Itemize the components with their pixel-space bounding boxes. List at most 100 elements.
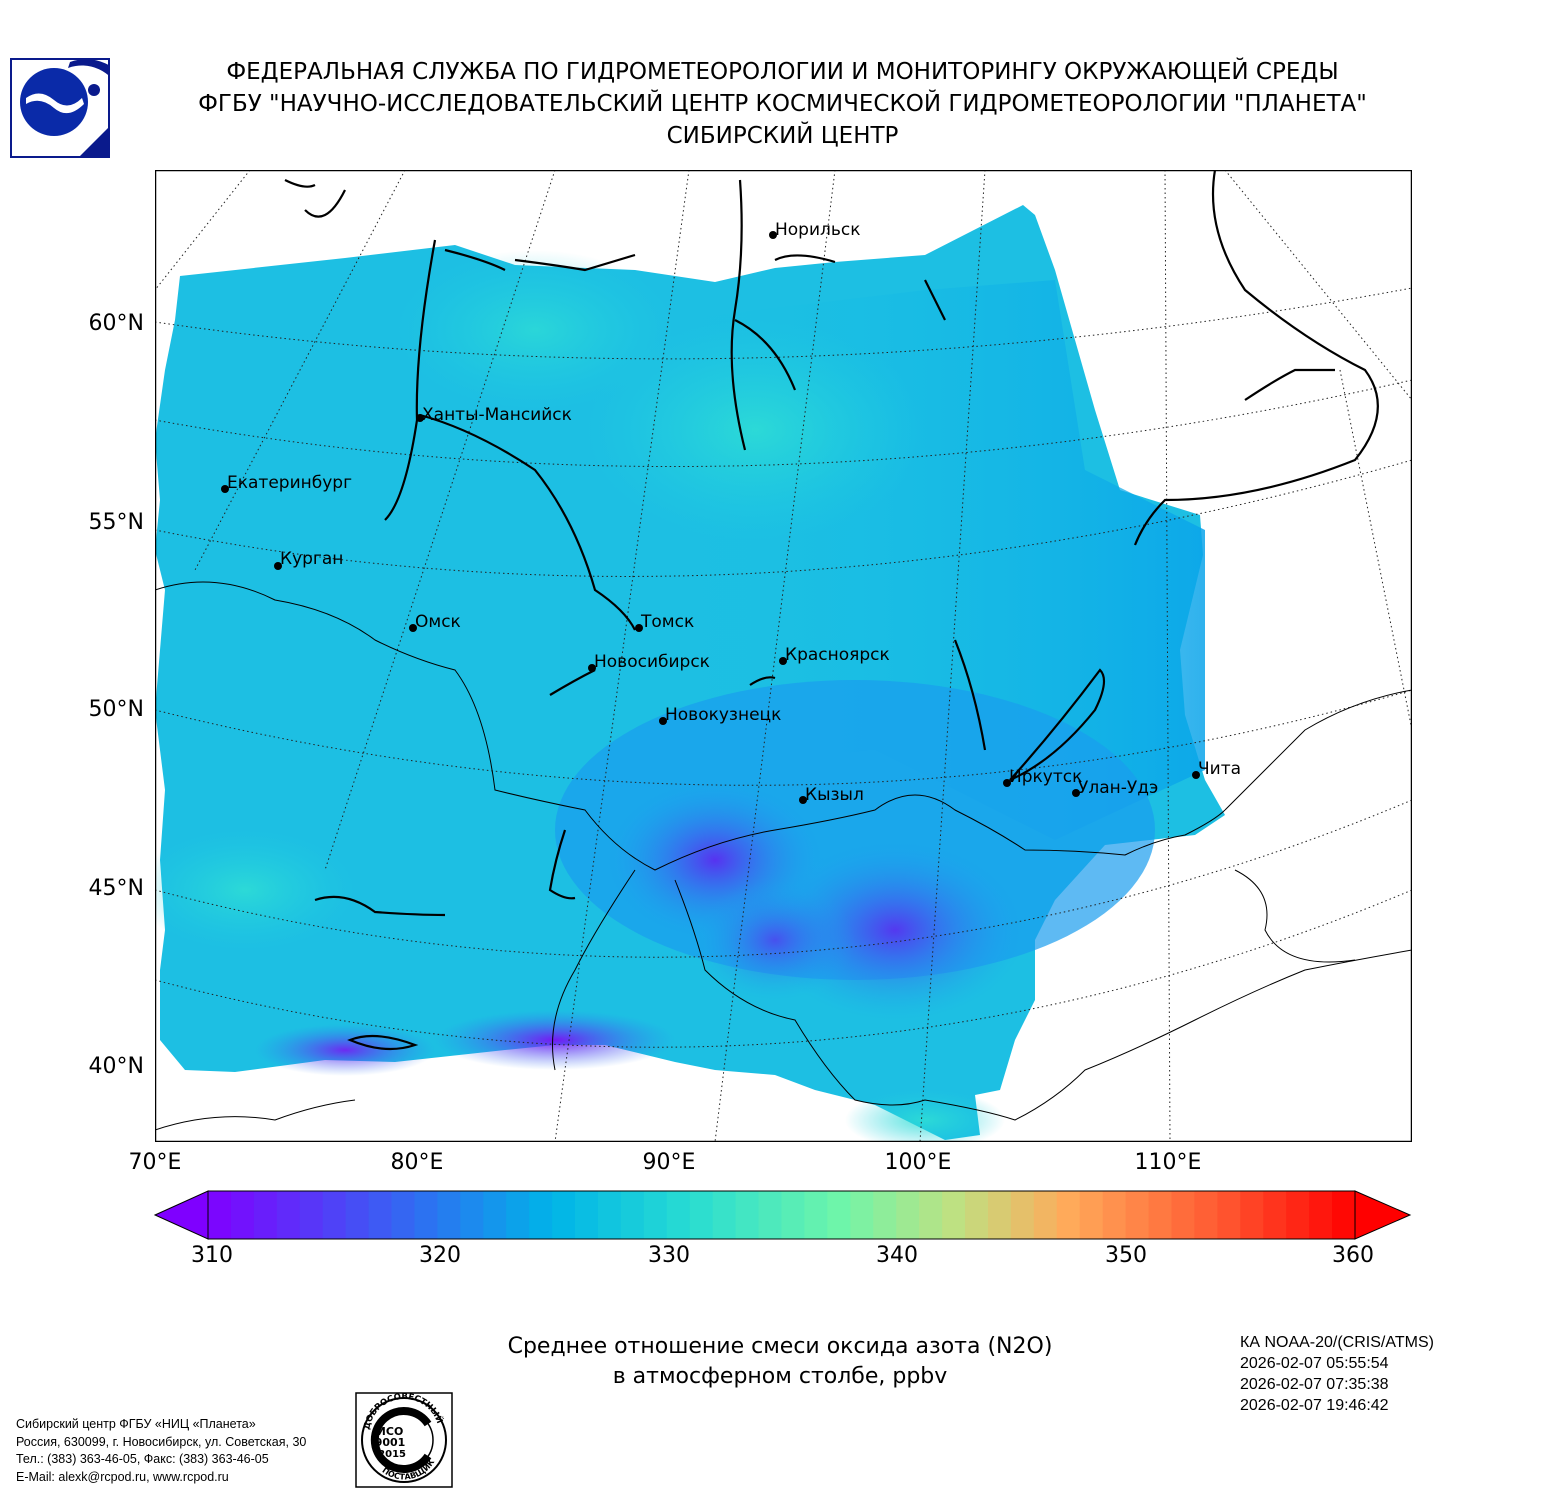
colorbar-cell	[597, 1191, 622, 1239]
header-line-2: ФГБУ "НАУЧНО-ИССЛЕДОВАТЕЛЬСКИЙ ЦЕНТР КОС…	[198, 91, 1367, 117]
colorbar-cell	[620, 1191, 645, 1239]
lat-label-60: 60°N	[88, 311, 144, 336]
org-line-1: Сибирский центр ФГБУ «НИЦ «Планета»	[16, 1417, 256, 1431]
colorbar-cell	[1033, 1191, 1058, 1239]
city-kyzyl: Кызыл	[805, 785, 864, 805]
colorbar-tick-350: 350	[1105, 1243, 1147, 1268]
city-tomsk: Томск	[640, 612, 694, 632]
colorbar-cell	[689, 1191, 714, 1239]
colorbar-cell	[942, 1191, 966, 1239]
colorbar-cell	[919, 1191, 943, 1239]
satellite-name: КА NOAA-20/(CRIS/ATMS)	[1240, 1334, 1434, 1351]
colorbar-high-extend	[1354, 1190, 1412, 1240]
iso-line-2: 9001	[375, 1436, 406, 1449]
map-caption: Среднее отношение смеси оксида азота (N2…	[380, 1332, 1180, 1392]
colorbar-cell	[391, 1191, 416, 1239]
colorbar-cell	[345, 1191, 370, 1239]
colorbar-cell	[1171, 1191, 1196, 1239]
n2o-map: Норильск Ханты-Мансийск Екатеринбург Кур…	[155, 170, 1412, 1142]
organization-info: Сибирский центр ФГБУ «НИЦ «Планета» Росс…	[16, 1416, 306, 1486]
lon-label-70: 70°E	[128, 1150, 182, 1175]
colorbar-cell	[1010, 1191, 1035, 1239]
satellite-time-3: 2026-02-07 19:46:42	[1240, 1397, 1389, 1414]
city-khanty-mansiysk: Ханты-Мансийск	[422, 405, 572, 425]
lon-label-80: 80°E	[390, 1150, 444, 1175]
colorbar-cell	[1102, 1191, 1127, 1239]
city-kurgan: Курган	[280, 549, 343, 569]
city-markers	[221, 231, 1200, 804]
city-omsk: Омск	[415, 612, 461, 632]
city-norilsk: Норильск	[775, 220, 861, 240]
org-line-2: Россия, 630099, г. Новосибирск, ул. Сове…	[16, 1434, 307, 1449]
colorbar	[153, 1190, 1412, 1240]
coastlines	[284, 170, 1379, 1051]
colorbar-cell	[804, 1191, 828, 1239]
header-line-1: ФЕДЕРАЛЬНАЯ СЛУЖБА ПО ГИДРОМЕТЕОРОЛОГИИ …	[226, 59, 1339, 85]
lat-label-55: 55°N	[88, 510, 144, 535]
colorbar-cell	[1125, 1191, 1150, 1239]
colorbar-cell	[322, 1191, 347, 1239]
colorbar-cell	[414, 1191, 438, 1239]
colorbar-cell	[230, 1191, 255, 1239]
colorbar-cell	[1194, 1191, 1218, 1239]
lon-label-110: 110°E	[1134, 1150, 1202, 1175]
header-line-3: СИБИРСКИЙ ЦЕНТР	[666, 123, 899, 149]
colorbar-cell	[965, 1191, 989, 1239]
colorbar-cell	[253, 1191, 278, 1239]
colorbar-cell	[529, 1191, 553, 1239]
colorbar-cell	[735, 1191, 760, 1239]
caption-line-2: в атмосферном столбе, ppbv	[612, 1364, 948, 1389]
colorbar-cell	[758, 1191, 783, 1239]
colorbar-cell	[575, 1191, 599, 1239]
colorbar-cell	[460, 1191, 484, 1239]
colorbar-tick-330: 330	[648, 1243, 690, 1268]
planeta-logo	[10, 58, 110, 158]
city-chita: Чита	[1198, 759, 1241, 779]
iso-line-3: -2015	[374, 1449, 406, 1460]
colorbar-cell	[666, 1191, 691, 1239]
lon-label-90: 90°E	[642, 1150, 696, 1175]
colorbar-cell	[643, 1191, 668, 1239]
colorbar-cell	[1263, 1191, 1287, 1239]
colorbar-tick-320: 320	[419, 1243, 461, 1268]
iso-9001-seal: ДОБРОСОВЕСТНЫЙ ПОСТАВЩИК ИСО 9001 -2015	[355, 1392, 453, 1488]
colorbar-cell	[987, 1191, 1012, 1239]
city-ulan-ude: Улан-Удэ	[1078, 778, 1158, 798]
colorbar-cell	[1056, 1191, 1081, 1239]
city-ekaterinburg: Екатеринбург	[227, 473, 352, 493]
colorbar-cell	[1332, 1191, 1356, 1239]
colorbar-cell	[208, 1191, 232, 1239]
lat-label-45: 45°N	[88, 876, 144, 901]
iso-line-1: ИСО	[377, 1425, 404, 1438]
colorbar-cell	[1079, 1191, 1104, 1239]
lon-label-100: 100°E	[884, 1150, 952, 1175]
colorbar-cell	[873, 1191, 897, 1239]
colorbar-cell	[437, 1191, 461, 1239]
colorbar-cell	[1286, 1191, 1310, 1239]
city-novokuznetsk: Новокузнецк	[665, 705, 781, 725]
colorbar-low-extend	[153, 1190, 209, 1240]
colorbar-cell	[1217, 1191, 1241, 1239]
colorbar-cell	[276, 1191, 301, 1239]
colorbar-tick-360: 360	[1332, 1243, 1374, 1268]
colorbar-cell	[483, 1191, 507, 1239]
caption-line-1: Среднее отношение смеси оксида азота (N2…	[507, 1334, 1053, 1359]
colorbar-cell	[299, 1191, 324, 1239]
org-line-3: Тел.: (383) 363-46-05, Факс: (383) 363-4…	[16, 1452, 269, 1466]
colorbar-cell	[552, 1191, 576, 1239]
lat-label-40: 40°N	[88, 1054, 144, 1079]
map-frame	[155, 170, 1412, 1142]
colorbar-tick-310: 310	[191, 1243, 233, 1268]
colorbar-cell	[1309, 1191, 1333, 1239]
colorbar-cell	[368, 1191, 393, 1239]
colorbar-tick-340: 340	[876, 1243, 918, 1268]
colorbar-cell	[712, 1191, 737, 1239]
colorbar-cell	[1240, 1191, 1264, 1239]
colorbar-cell	[1148, 1191, 1173, 1239]
borders	[155, 581, 1412, 1131]
colorbar-cell	[506, 1191, 530, 1239]
org-line-4: E-Mail: alexk@rcpod.ru, www.rcpod.ru	[16, 1469, 229, 1484]
graticule	[155, 170, 1412, 1142]
colorbar-cell	[896, 1191, 920, 1239]
lat-label-50: 50°N	[88, 697, 144, 722]
